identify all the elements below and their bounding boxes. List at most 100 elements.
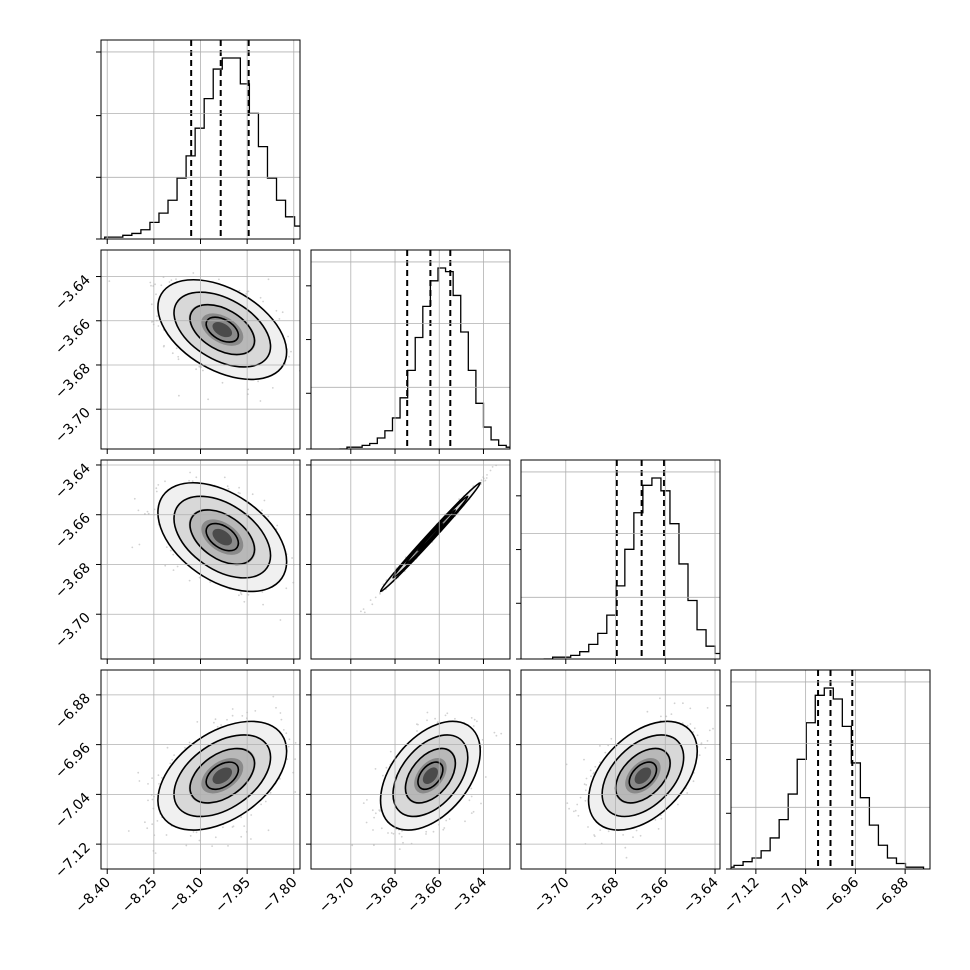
x-tick-label: −7.80 [259, 875, 301, 917]
scatter-point [150, 303, 153, 306]
y-tick-label: −3.70 [52, 610, 94, 652]
scatter-point [177, 358, 180, 361]
scatter-point [486, 474, 488, 476]
grid-lines [311, 250, 510, 449]
scatter-point [226, 485, 229, 488]
scatter-point [156, 315, 159, 317]
x-tick-label: −3.64 [449, 874, 491, 916]
scatter-point [154, 852, 157, 854]
scatter-point [622, 834, 624, 836]
scatter-point [281, 311, 284, 314]
scatter-point [385, 766, 388, 769]
y-ticks [96, 694, 101, 845]
scatter-point [279, 619, 282, 621]
scatter-point [468, 799, 471, 802]
scatter-point [214, 718, 217, 721]
scatter-frame [310, 459, 511, 660]
scatter-point [196, 721, 199, 723]
scatter-point [195, 368, 198, 371]
scatter-point [472, 810, 475, 813]
scatter-point [489, 469, 492, 472]
scatter-point [446, 712, 449, 715]
scatter-point [285, 587, 288, 590]
scatter-point [127, 830, 130, 832]
x-tick-label: −8.10 [166, 875, 208, 917]
y-ticks [96, 51, 101, 240]
scatter-point [360, 610, 362, 613]
histogram-panel-3 [731, 670, 925, 869]
scatter-point [366, 799, 368, 801]
scatter-point [379, 592, 381, 595]
scatter-point [171, 758, 174, 761]
scatter-point [373, 816, 375, 819]
grid-lines [106, 250, 295, 449]
x-ticks [350, 659, 484, 664]
scatter-frame [310, 669, 511, 870]
scatter-point [185, 844, 188, 847]
scatter-point [426, 711, 429, 714]
scatter-point [362, 802, 365, 804]
scatter-point [480, 802, 482, 805]
scatter-point [264, 800, 267, 803]
scatter-point [156, 820, 159, 822]
scatter-panel-1-2 [360, 464, 497, 614]
scatter-point [232, 825, 235, 828]
scatter-point [137, 771, 140, 774]
panel-content [360, 464, 497, 614]
x-tick-label: −3.66 [404, 874, 446, 916]
scatter-point [593, 835, 596, 838]
scatter-point [287, 335, 289, 338]
scatter-point [454, 717, 456, 720]
scatter-point [146, 827, 149, 830]
scatter-point [267, 278, 270, 281]
scatter-point [138, 780, 141, 782]
scatter-point [173, 754, 176, 756]
scatter-point [373, 844, 375, 847]
scatter-point [169, 549, 172, 552]
x-tick-label: −7.12 [721, 875, 763, 917]
x-ticks [350, 449, 484, 454]
scatter-panel-2-3 [565, 697, 714, 859]
grid-lines [350, 670, 484, 869]
scatter-point [275, 706, 277, 709]
scatter-point [436, 721, 439, 724]
scatter-point [160, 284, 163, 287]
scatter-point [178, 394, 180, 397]
scatter-point [188, 741, 191, 744]
scatter-point [177, 355, 180, 358]
contour-line [205, 761, 240, 791]
scatter-point [491, 466, 494, 468]
scatter-point [269, 791, 272, 794]
scatter-point [285, 732, 288, 735]
scatter-panel-0-2 [131, 471, 295, 621]
y-tick-label: −7.12 [52, 840, 94, 882]
x-tick-label: −8.40 [72, 875, 114, 917]
scatter-point [275, 309, 278, 312]
scatter-point [227, 845, 229, 847]
scatter-point [240, 816, 243, 819]
x-tick-label: −7.95 [212, 875, 254, 917]
scatter-point [137, 509, 140, 512]
scatter-point [288, 738, 291, 741]
scatter-point [147, 799, 149, 802]
scatter-point [259, 400, 262, 402]
x-tick-label: −8.25 [119, 875, 161, 917]
scatter-point [150, 284, 152, 287]
contour-line [379, 720, 482, 831]
scatter-point [291, 557, 293, 559]
x-tick-label: −3.68 [360, 875, 402, 917]
scatter-point [247, 290, 250, 293]
scatter-point [189, 471, 192, 474]
grid-lines-y [101, 464, 300, 615]
scatter-point [144, 821, 146, 824]
scatter-point [133, 497, 136, 500]
scatter-point [108, 280, 111, 282]
scatter-point [231, 826, 234, 828]
contour-line [189, 303, 256, 356]
scatter-point [374, 812, 377, 815]
scatter-point [226, 718, 228, 721]
scatter-point [379, 591, 381, 594]
scatter-point [426, 719, 428, 722]
y-ticks [306, 694, 311, 845]
